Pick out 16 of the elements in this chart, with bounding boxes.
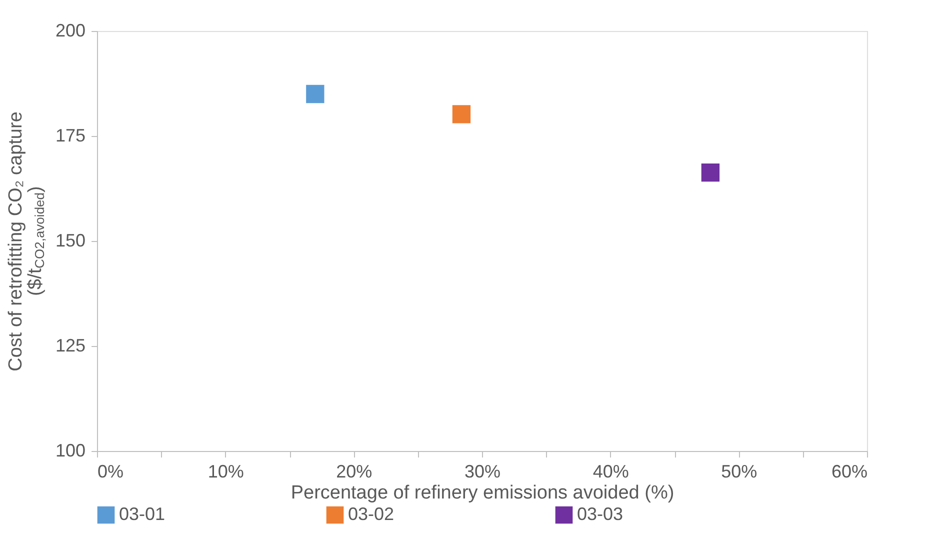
x-tick-label: 60% xyxy=(831,462,868,482)
y-tick-label: 175 xyxy=(55,126,86,146)
y-tick-label: 200 xyxy=(55,20,86,40)
x-tick-label: 40% xyxy=(592,462,629,482)
x-tick-label: 10% xyxy=(208,462,244,482)
y-tick-label: 100 xyxy=(55,440,86,460)
y-tick-label: 125 xyxy=(55,336,86,356)
x-tick-label: 30% xyxy=(464,462,501,482)
x-axis-title: Percentage of refinery emissions avoided (%) xyxy=(290,482,674,504)
legend-label: 03-03 xyxy=(577,504,624,524)
legend-label: 03-01 xyxy=(119,504,166,524)
legend-label: 03-02 xyxy=(348,504,394,524)
x-tick-label: 50% xyxy=(721,462,758,482)
y-tick-label: 150 xyxy=(55,230,86,250)
x-tick-label: 20% xyxy=(336,462,372,482)
x-tick-label: 0% xyxy=(98,462,124,482)
